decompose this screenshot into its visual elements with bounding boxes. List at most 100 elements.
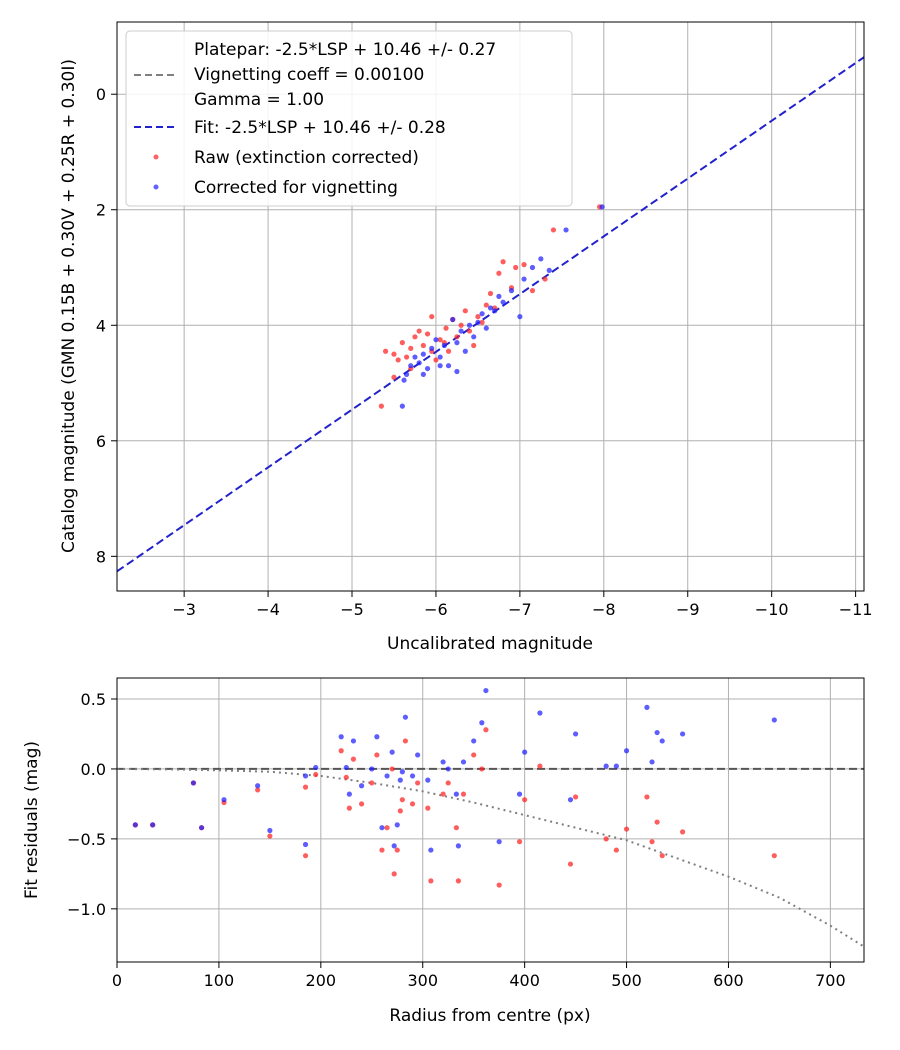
bottom-raw-point xyxy=(255,787,261,793)
bottom-raw-point xyxy=(374,752,380,758)
legend-raw-text: Raw (extinction corrected) xyxy=(194,148,419,168)
bottom-raw-point xyxy=(567,861,574,867)
top-corrected-point xyxy=(492,308,498,314)
bottom-corrected-point xyxy=(302,773,309,779)
bottom-raw-point xyxy=(397,808,403,814)
bottom-corrected-point xyxy=(402,714,409,720)
top-corrected-point xyxy=(424,365,431,372)
bottom-corrected-point xyxy=(649,759,655,765)
top-raw-point xyxy=(408,345,414,351)
top-ytick-label: 4 xyxy=(96,316,106,335)
bottom-corrected-point xyxy=(471,738,477,744)
top-raw-point xyxy=(391,374,397,380)
top-x-axis-label: Uncalibrated magnitude xyxy=(387,634,593,654)
top-raw-point xyxy=(395,357,401,363)
top-corrected-point xyxy=(445,363,452,369)
top-raw-point xyxy=(483,302,489,308)
legend-platepar-line-2: Gamma = 1.00 xyxy=(194,90,324,110)
top-corrected-point xyxy=(429,345,435,351)
top-corrected-point xyxy=(420,351,426,357)
bottom-raw-point xyxy=(267,833,273,839)
bottom-raw-point xyxy=(394,847,400,853)
top-xtick-label: −9 xyxy=(676,600,700,619)
legend-platepar-line-0: Platepar: -2.5*LSP + 10.46 +/- 0.27 xyxy=(194,40,496,60)
bottom-corrected-point xyxy=(654,729,660,736)
bottom-raw-point xyxy=(453,825,459,831)
legend-platepar-line-1: Vignetting coeff = 0.00100 xyxy=(194,65,424,85)
top-corrected-point xyxy=(412,354,418,360)
bottom-lines xyxy=(117,767,864,948)
bottom-corrected-point xyxy=(384,773,390,779)
bottom-corrected-point xyxy=(399,769,405,775)
top-corrected-point xyxy=(399,403,405,409)
top-raw-point xyxy=(513,264,519,271)
bottom-raw-point xyxy=(771,853,777,859)
bottom-corrected-point xyxy=(313,764,319,771)
bottom-corrected-point xyxy=(198,825,205,831)
bottom-raw-point xyxy=(399,797,405,803)
top-raw-point xyxy=(550,227,557,233)
top-corrected-point xyxy=(458,328,464,334)
top-xtick-label: −3 xyxy=(172,600,196,619)
bottom-corrected-point xyxy=(302,841,309,848)
bottom-corrected-point xyxy=(150,822,156,828)
top-raw-point xyxy=(487,290,494,297)
bottom-corrected-point xyxy=(132,822,138,828)
bottom-raw-point xyxy=(445,780,451,786)
top-corrected-point xyxy=(487,305,494,311)
top-raw-point xyxy=(443,325,449,331)
top-xtick-label: −6 xyxy=(424,600,448,619)
top-corrected-point xyxy=(408,363,414,369)
top-raw-point xyxy=(424,331,431,337)
top-corrected-point xyxy=(521,276,527,282)
top-ytick-label: 6 xyxy=(96,432,106,451)
bottom-corrected-point xyxy=(221,797,227,803)
top-raw-point xyxy=(496,270,502,276)
top-corrected-point xyxy=(416,360,422,366)
top-y-axis-label: Catalog magnitude (GMN 0.15B + 0.30V + 0… xyxy=(59,59,79,553)
top-raw-point xyxy=(529,288,536,294)
top-corrected-point xyxy=(441,342,447,349)
bottom-corrected-point xyxy=(394,822,400,828)
bottom-raw-point xyxy=(302,853,309,859)
top-ytick-label: 8 xyxy=(96,547,106,566)
top-corrected-point xyxy=(496,293,502,299)
bottom-corrected-point xyxy=(680,731,686,737)
bottom-corrected-point xyxy=(483,687,489,694)
bottom-ytick-label: −1.0 xyxy=(67,900,106,919)
bottom-corrected-point xyxy=(623,748,630,754)
top-corrected-point xyxy=(420,371,426,377)
top-raw-point xyxy=(429,314,435,320)
bottom-corrected-point xyxy=(644,704,650,710)
top-raw-point xyxy=(479,319,485,325)
bottom-raw-point xyxy=(440,791,446,797)
top-raw-point xyxy=(437,337,443,343)
bottom-corrected-point xyxy=(415,752,421,758)
top-raw-point xyxy=(500,259,506,265)
top-raw-point xyxy=(458,322,464,328)
top-xtick-label: −4 xyxy=(256,600,280,619)
bottom-raw-point xyxy=(302,784,309,790)
bottom-raw-point xyxy=(313,771,319,778)
top-corrected-point xyxy=(433,337,439,343)
top-raw-point xyxy=(521,262,527,268)
top-raw-point xyxy=(542,276,548,282)
bottom-raw-point xyxy=(654,819,660,825)
bottom-raw-point xyxy=(391,871,397,877)
bottom-ytick-label: 0.0 xyxy=(81,760,106,779)
top-raw-point xyxy=(416,328,422,334)
bottom-raw-point xyxy=(402,738,409,744)
bottom-corrected-point xyxy=(572,731,579,737)
bottom-raw-point xyxy=(623,826,630,832)
bottom-raw-point xyxy=(483,727,489,733)
bottom-corrected-point xyxy=(567,797,574,803)
bottom-corrected-point xyxy=(391,843,397,849)
bottom-raw-point xyxy=(537,763,543,769)
bottom-corrected-point xyxy=(409,773,416,779)
bottom-corrected-point xyxy=(496,839,502,845)
bottom-raw-point xyxy=(358,801,365,807)
bottom-ticks: 0 100 200 300 400 500 600 700 0.5 0.0 −0.5 −1.0 xyxy=(67,690,846,990)
top-corrected-point xyxy=(437,363,443,369)
bottom-raw-point xyxy=(522,797,528,803)
bottom-raw-point xyxy=(369,780,375,786)
